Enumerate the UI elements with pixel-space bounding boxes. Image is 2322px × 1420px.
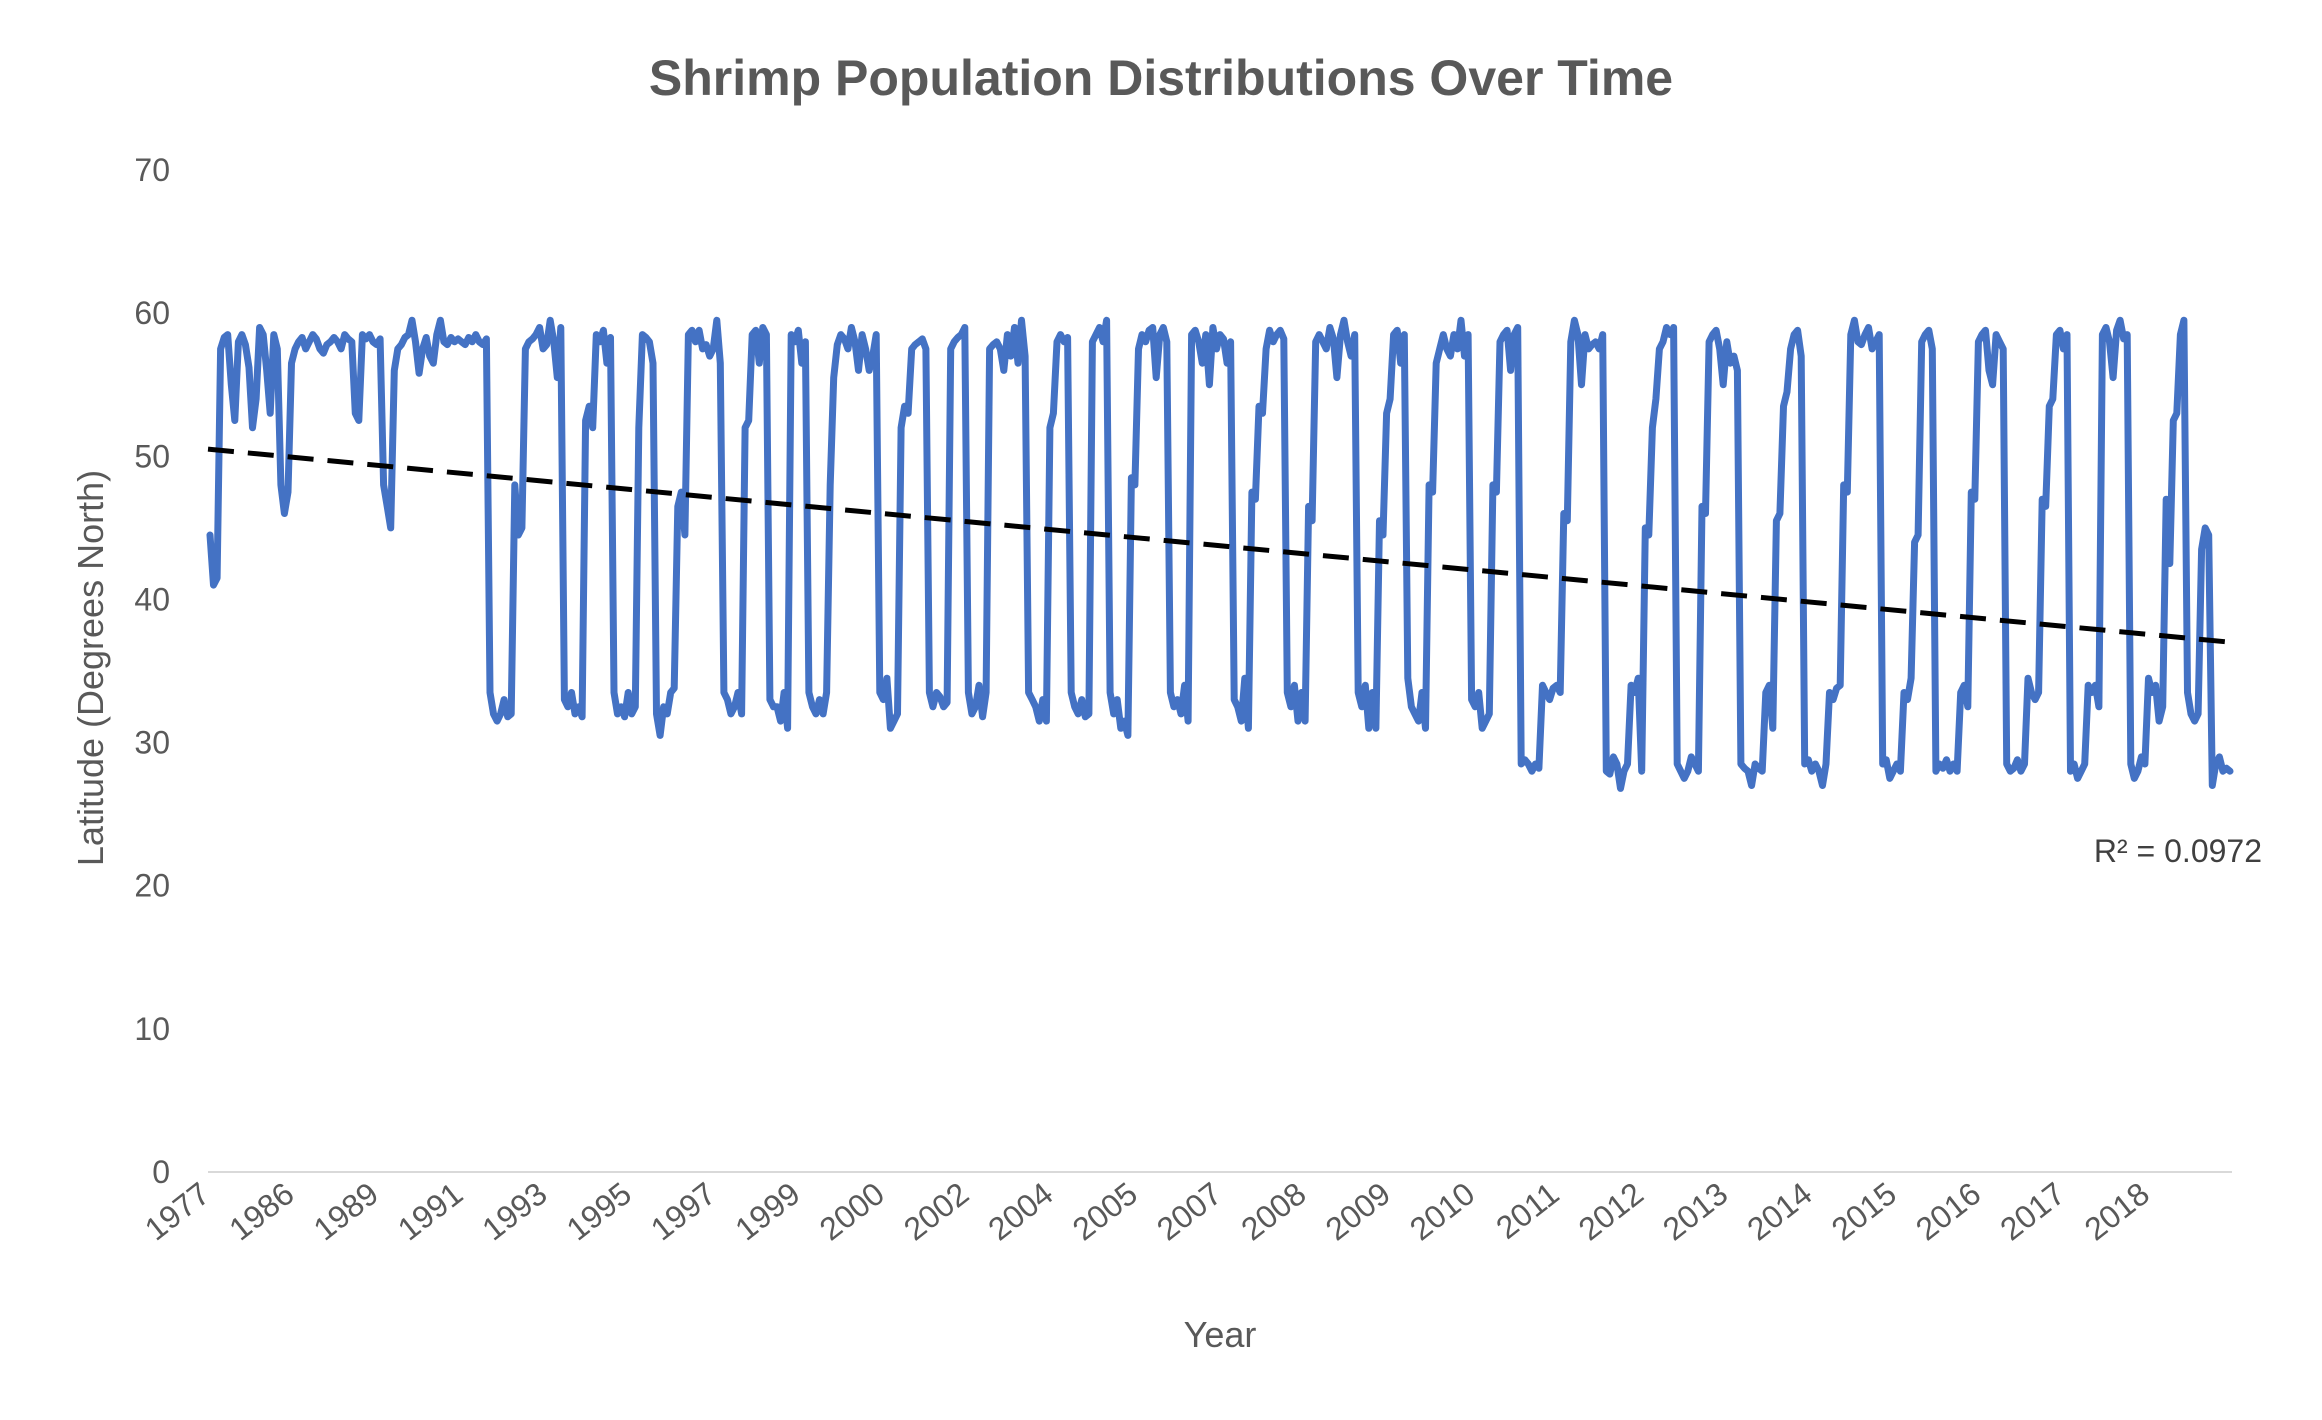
- x-tick-label: 1986: [222, 1175, 300, 1247]
- y-axis-ticks: 0 10 20 30 40 50 60 70: [134, 152, 170, 1190]
- chart-title: Shrimp Population Distributions Over Tim…: [649, 50, 1673, 106]
- y-tick-label: 50: [134, 438, 170, 474]
- x-tick-label: 1993: [475, 1175, 553, 1247]
- r-squared-label: R² = 0.0972: [2094, 833, 2262, 869]
- trendline: [207, 446, 2233, 645]
- y-tick-label: 30: [134, 725, 170, 761]
- x-tick-label: 1997: [644, 1175, 722, 1247]
- x-tick-label: 2015: [1825, 1175, 1903, 1247]
- x-tick-label: 2014: [1740, 1175, 1818, 1247]
- x-tick-label: 1989: [307, 1175, 385, 1247]
- x-tick-label: 2009: [1319, 1175, 1397, 1247]
- x-tick-label: 2008: [1234, 1175, 1312, 1247]
- x-tick-label: 2002: [897, 1175, 975, 1247]
- x-tick-label: 1991: [391, 1175, 469, 1247]
- x-tick-label: 2004: [981, 1175, 1059, 1247]
- series-line: [206, 316, 2234, 792]
- x-tick-label: 2018: [2078, 1175, 2156, 1247]
- x-tick-label: 2016: [1909, 1175, 1987, 1247]
- x-tick-label: 2000: [813, 1175, 891, 1247]
- y-tick-label: 70: [134, 152, 170, 188]
- x-tick-label: 1999: [728, 1175, 806, 1247]
- y-tick-label: 20: [134, 868, 170, 904]
- x-tick-label: 2013: [1656, 1175, 1734, 1247]
- x-tick-label: 2011: [1489, 1175, 1565, 1246]
- x-tick-label: 2007: [1150, 1175, 1228, 1247]
- x-tick-label: 2017: [1993, 1175, 2071, 1247]
- y-axis-title: Latitude (Degrees North): [70, 470, 111, 866]
- y-tick-label: 0: [152, 1154, 170, 1190]
- x-tick-label: 2005: [1066, 1175, 1144, 1247]
- y-tick-label: 10: [134, 1011, 170, 1047]
- x-tick-label: 1995: [560, 1175, 638, 1247]
- x-tick-label: 2012: [1572, 1175, 1650, 1247]
- x-tick-label: 1977: [138, 1175, 216, 1247]
- x-axis-ticks: 1977 1986 1989 1991 1993 1995 1997 1999 2000 2002…: [138, 1175, 2156, 1247]
- x-axis-title: Year: [1184, 1314, 1257, 1355]
- y-tick-label: 40: [134, 581, 170, 617]
- y-tick-label: 60: [134, 295, 170, 331]
- x-tick-label: 2010: [1403, 1175, 1481, 1247]
